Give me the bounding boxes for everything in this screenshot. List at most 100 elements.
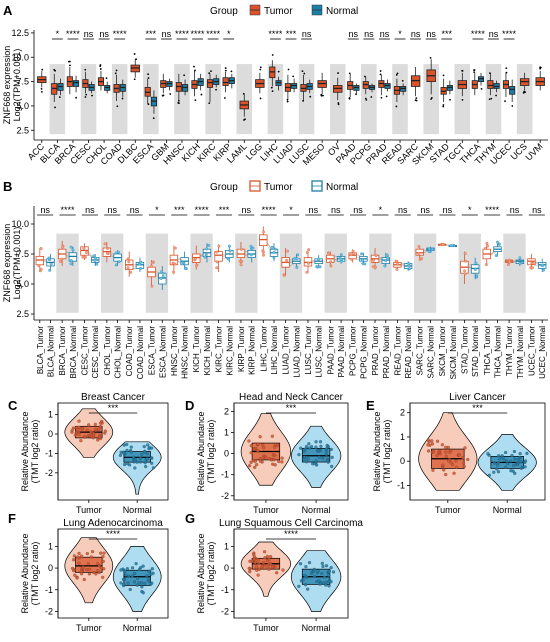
violin-point-tumor: [440, 443, 444, 447]
b-normal-point: [474, 261, 478, 265]
violin-point-tumor: [87, 423, 91, 427]
a-tumor-ESCA-outlier: [147, 77, 150, 79]
b-tumor-point: [262, 253, 265, 257]
a-tumor-OV-outlier: [337, 103, 340, 106]
violin-point-normal: [327, 569, 332, 573]
violin-point-normal: [525, 451, 529, 456]
sig-label: *: [379, 205, 383, 215]
violin-point-tumor: [426, 443, 430, 447]
a-tumor-GBM-outlier: [161, 94, 164, 97]
violin-point-normal: [512, 449, 517, 454]
b-tumor-point: [374, 265, 377, 269]
y-tick-label: 5.0: [16, 101, 29, 111]
a-tumor-KIRC-box: [206, 79, 214, 88]
b-normal-point: [339, 253, 343, 257]
violin-point-normal: [324, 564, 329, 568]
violin-point-normal: [316, 449, 320, 453]
violin-point-tumor: [102, 567, 106, 571]
sig-label: ***: [441, 29, 452, 39]
violin-point-tumor: [449, 461, 453, 465]
violin-point-tumor: [258, 459, 263, 463]
b-normal-point: [47, 256, 51, 260]
violin-point-tumor: [256, 558, 260, 562]
b-tumor-point: [395, 267, 399, 271]
violin-point-normal: [312, 574, 317, 578]
b-normal-point: [181, 261, 185, 264]
a-tumor-COAD-outlier: [116, 105, 119, 108]
sig-label: ns: [331, 205, 341, 215]
sig-label: ****: [113, 29, 128, 39]
a-tumor-READ-outlier: [395, 74, 398, 76]
x-tick-label: UCEC_Tumor: [527, 326, 536, 376]
violin-point-normal: [135, 576, 140, 580]
panel-f-chart: Lung Adenocarcinoma -2 -1 0 1 Relative Abunda…: [20, 518, 169, 633]
b-normal-point: [69, 259, 73, 262]
violin-point-normal: [502, 458, 506, 462]
violin-point-normal: [299, 446, 303, 450]
a-tumor-LGG-outlier: [259, 66, 262, 69]
violin-point-tumor: [442, 468, 446, 472]
shade-band: [205, 64, 221, 135]
violin-point-normal: [317, 455, 321, 459]
b-normal-point: [318, 265, 322, 269]
sig-label: ns: [130, 205, 140, 215]
legend-title: Group: [210, 6, 238, 17]
violin-point-tumor: [261, 561, 266, 565]
a-tumor-DLBC-outlier: [133, 78, 136, 81]
b-normal-point: [114, 263, 118, 267]
b-tumor-point: [193, 257, 197, 261]
a-normal-LIHC-outlier: [277, 70, 280, 73]
violin-point-normal: [318, 440, 323, 444]
x-tick-label: SKCM_Tumor: [438, 326, 447, 377]
b-tumor-point: [282, 273, 286, 277]
a-tumor-KICH-outlier: [194, 99, 197, 102]
violin-point-normal: [123, 569, 127, 573]
b-tumor-point: [395, 259, 399, 263]
y-tick-label: -1: [221, 470, 229, 480]
b-normal-point: [473, 267, 477, 271]
violin-point-normal: [324, 580, 329, 584]
a-tumor-UCEC-outlier: [505, 67, 508, 69]
a-tumor-TGCT-outlier: [461, 99, 464, 101]
b-tumor-point: [484, 263, 488, 266]
violin-point-tumor: [83, 435, 87, 439]
a-normal-THCA-outlier: [480, 87, 483, 90]
b-tumor-point: [305, 270, 309, 274]
violin-point-tumor: [247, 464, 252, 468]
b-normal-point: [95, 262, 99, 266]
violin-point-normal: [324, 583, 328, 587]
violin-point-normal: [329, 580, 333, 584]
sig-label: ns: [353, 205, 363, 215]
b-tumor-point: [506, 263, 510, 267]
shade-band: [56, 233, 79, 313]
sig-label: *: [398, 29, 402, 39]
violin-point-normal: [150, 456, 154, 460]
sig-label: ns: [309, 205, 319, 215]
shade-band: [485, 64, 502, 135]
violin-point-tumor: [447, 459, 451, 463]
shade-band: [49, 64, 66, 135]
violin-point-normal: [127, 463, 132, 467]
sig-label: ***: [174, 205, 185, 215]
violin-point-normal: [312, 569, 316, 573]
violin-point-normal: [302, 457, 306, 461]
b-normal-point: [497, 242, 501, 246]
violin-point-normal: [517, 461, 521, 465]
violin-point-normal: [314, 459, 318, 463]
violin-title: Lung Squamous Cell Carcinoma: [219, 518, 363, 529]
violin-point-tumor: [101, 559, 105, 563]
a-tumor-DLBC-outlier: [133, 53, 136, 55]
sig-label: ***: [472, 403, 483, 413]
violin-point-normal: [307, 442, 311, 446]
b-normal-point: [227, 244, 231, 248]
violin-point-normal: [118, 453, 123, 457]
sig-label: ns: [411, 29, 421, 39]
x-tick-label: BLCA_Tumor: [36, 326, 45, 375]
y-tick-label: 10.0: [11, 219, 29, 229]
violin-point-tumor: [444, 454, 448, 458]
b-normal-point: [542, 268, 545, 272]
violin-point-tumor: [96, 438, 100, 442]
a-tumor-SKCM-outlier: [429, 56, 432, 59]
y-axis-label: Relative Abundance: [372, 411, 382, 491]
y-axis-label: (TMT log2 ratio): [206, 542, 216, 606]
